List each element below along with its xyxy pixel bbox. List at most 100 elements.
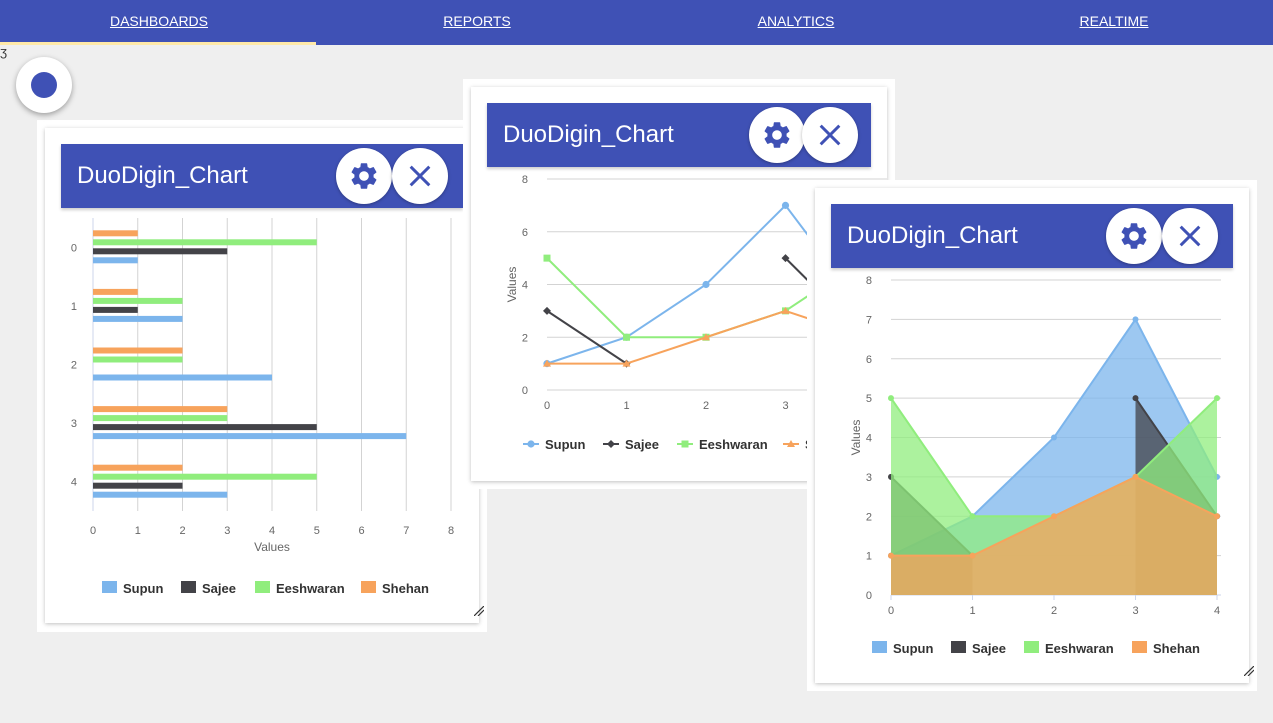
active-tab-indicator bbox=[0, 42, 316, 45]
tab-analytics[interactable]: ANALYTICS bbox=[757, 13, 835, 29]
bar-chart: 0 1 2 3 4 5 6 7 8 0 1 2 3 4 Values Supun Sajee Eeshwaran S… bbox=[71, 218, 454, 596]
card-title: DuoDigin_Chart bbox=[77, 162, 248, 189]
legend-swatch bbox=[951, 641, 966, 653]
legend-swatch bbox=[102, 581, 117, 593]
legend-label: Shehan bbox=[1153, 641, 1200, 656]
resize-handle[interactable] bbox=[1244, 666, 1254, 676]
y-tick-label: 8 bbox=[866, 275, 872, 287]
shehan-point bbox=[622, 359, 631, 367]
area-point-supun bbox=[1051, 434, 1057, 441]
tab-reports[interactable]: REPORTS bbox=[443, 13, 511, 29]
settings-button[interactable] bbox=[336, 148, 392, 204]
legend-label: Shehan bbox=[382, 581, 429, 596]
supun-point bbox=[781, 201, 790, 209]
shehan-point bbox=[781, 306, 790, 314]
bar-shehan bbox=[93, 230, 138, 237]
x-tick-label: 3 bbox=[782, 400, 788, 412]
area-shehan bbox=[891, 476, 1217, 595]
area-point-sajee bbox=[1132, 395, 1139, 402]
close-button[interactable] bbox=[392, 148, 448, 204]
x-tick-label: 4 bbox=[1214, 605, 1220, 617]
card-header: DuoDigin_Chart bbox=[61, 144, 463, 208]
area-point-shehan bbox=[888, 552, 894, 559]
add-widget-button[interactable] bbox=[16, 57, 72, 113]
chart-card-3: 0 1 2 3 4 5 6 7 8 0 1 2 3 4 Values Supun Sajee Eeshwaran S… bbox=[815, 188, 1254, 683]
y-tick-label: 0 bbox=[71, 242, 77, 254]
y-tick-label: 8 bbox=[522, 174, 528, 186]
y-tick-label: 1 bbox=[71, 301, 77, 313]
x-tick-label: 1 bbox=[623, 400, 629, 412]
card-header: DuoDigin_Chart bbox=[487, 103, 871, 167]
sajee-point bbox=[607, 440, 615, 448]
bar-supun bbox=[93, 374, 272, 381]
y-tick-label: 0 bbox=[522, 385, 528, 397]
x-tick-label: 1 bbox=[135, 525, 141, 537]
supun-point bbox=[527, 440, 535, 448]
sajee-point bbox=[543, 306, 551, 315]
bar-shehan bbox=[93, 288, 138, 295]
y-tick-label: 3 bbox=[866, 472, 872, 484]
legend-label: Sajee bbox=[625, 437, 659, 452]
bar-sajee bbox=[93, 482, 183, 489]
legend-swatch bbox=[872, 641, 887, 653]
legend-swatch bbox=[255, 581, 270, 593]
card-title: DuoDigin_Chart bbox=[847, 222, 1018, 249]
area-point-eeshwaran bbox=[1214, 395, 1220, 402]
legend-label: Sajee bbox=[972, 641, 1006, 656]
legend-label: Eeshwaran bbox=[276, 581, 345, 596]
bar-sajee bbox=[93, 306, 138, 313]
x-tick-label: 3 bbox=[224, 525, 230, 537]
y-tick-label: 6 bbox=[522, 227, 528, 239]
y-tick-label: 4 bbox=[866, 433, 872, 445]
y-tick-label: 5 bbox=[866, 393, 872, 405]
bar-eeshwaran bbox=[93, 297, 183, 304]
x-tick-label: 6 bbox=[358, 525, 364, 537]
tab-realtime[interactable]: REALTIME bbox=[1079, 13, 1149, 29]
y-axis-title: Values bbox=[505, 267, 519, 303]
x-tick-label: 1 bbox=[969, 605, 975, 617]
x-tick-label: 0 bbox=[544, 400, 550, 412]
supun-point bbox=[702, 280, 710, 289]
x-tick-label: 2 bbox=[179, 525, 185, 537]
tab-dashboards[interactable]: DASHBOARDS bbox=[109, 13, 209, 29]
bar-supun bbox=[93, 491, 228, 498]
bar-supun bbox=[93, 315, 183, 322]
bar-sajee bbox=[93, 248, 228, 255]
close-button[interactable] bbox=[802, 107, 858, 163]
y-tick-label: 2 bbox=[866, 511, 872, 523]
legend-label: Eeshwaran bbox=[1045, 641, 1114, 656]
bar-supun bbox=[93, 257, 138, 264]
bar-sajee bbox=[93, 424, 317, 431]
bar-supun bbox=[93, 433, 407, 440]
legend-label: Supun bbox=[545, 437, 585, 452]
legend-label: Supun bbox=[893, 641, 933, 656]
bar-shehan bbox=[93, 347, 183, 354]
close-icon bbox=[1179, 225, 1201, 247]
chart-card-1: 0 1 2 3 4 5 6 7 8 0 1 2 3 4 Values Supun Sajee Eeshwaran S… bbox=[45, 128, 484, 623]
legend-swatch bbox=[361, 581, 376, 593]
legend-swatch bbox=[181, 581, 196, 593]
y-axis-title: Values bbox=[849, 420, 863, 456]
resize-handle[interactable] bbox=[474, 606, 484, 616]
gear-icon bbox=[764, 122, 790, 148]
eeshwaran-point bbox=[681, 440, 689, 448]
bar-eeshwaran bbox=[93, 356, 183, 363]
area-point-eeshwaran bbox=[969, 513, 976, 520]
y-tick-label: 6 bbox=[866, 354, 872, 366]
y-tick-label: 7 bbox=[866, 314, 872, 326]
settings-button[interactable] bbox=[1106, 208, 1162, 264]
gear-icon bbox=[1121, 223, 1147, 249]
card-header: DuoDigin_Chart bbox=[831, 204, 1233, 268]
shehan-point bbox=[702, 333, 710, 341]
y-tick-label: 2 bbox=[71, 360, 77, 372]
settings-button[interactable] bbox=[749, 107, 805, 163]
bar-eeshwaran bbox=[93, 415, 228, 422]
bar-shehan bbox=[93, 406, 228, 413]
close-button[interactable] bbox=[1162, 208, 1218, 264]
shehan-point bbox=[543, 359, 551, 367]
area-point-shehan bbox=[1214, 513, 1220, 520]
top-nav-bar: DASHBOARDS REPORTS ANALYTICS REALTIME bbox=[0, 0, 1273, 45]
close-icon bbox=[819, 124, 841, 146]
y-tick-label: 4 bbox=[522, 280, 528, 292]
